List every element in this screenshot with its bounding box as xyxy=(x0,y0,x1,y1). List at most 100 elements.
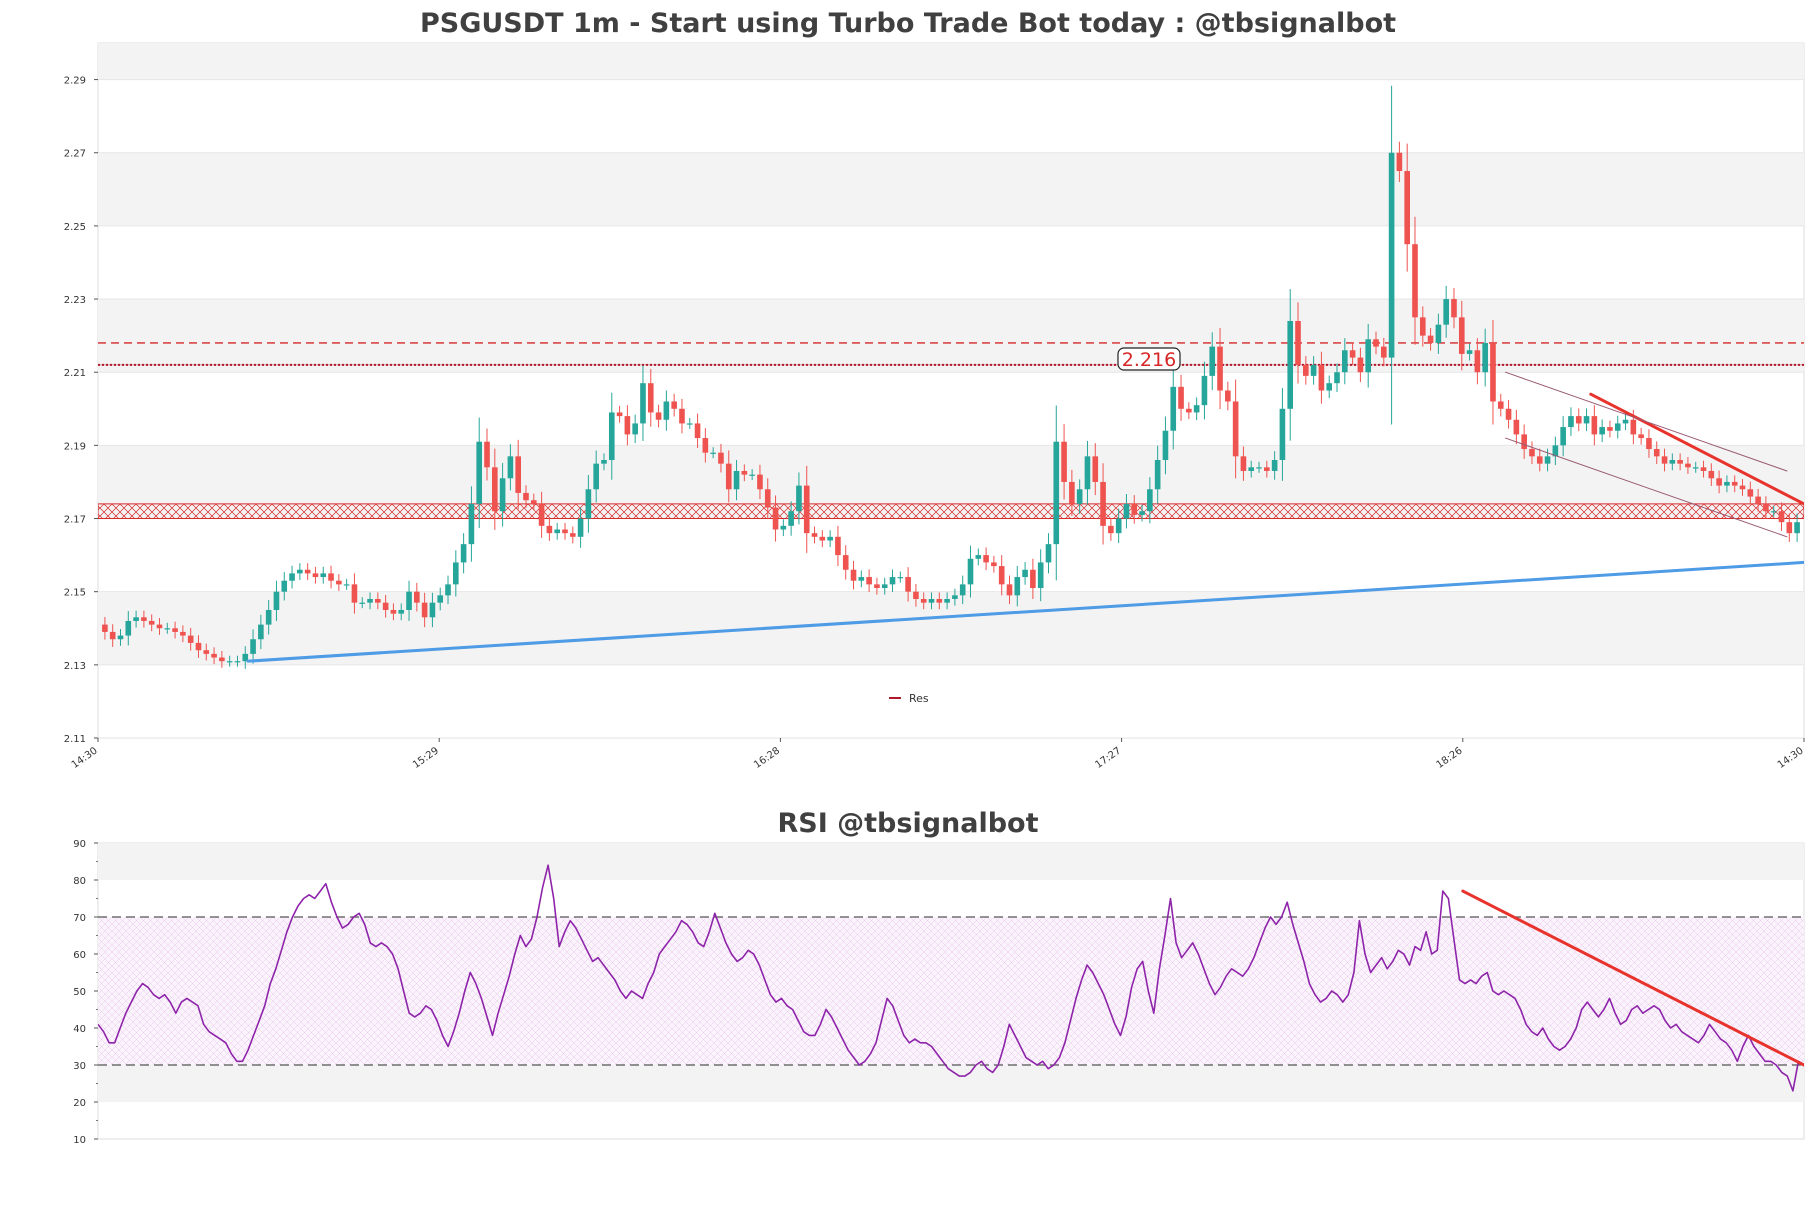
candle-body xyxy=(1225,390,1231,402)
candle-body xyxy=(203,650,210,654)
candle-body xyxy=(1217,346,1223,391)
candle-body xyxy=(1505,408,1512,420)
candle-body xyxy=(640,383,646,424)
candle-body xyxy=(414,591,420,603)
candle-body xyxy=(445,584,451,596)
price-label-text: 2.216 xyxy=(1122,349,1176,371)
candle-body xyxy=(725,463,732,490)
candle-body xyxy=(679,408,685,424)
candle-body xyxy=(1435,324,1442,343)
candle-body xyxy=(1482,342,1488,373)
candle-body xyxy=(593,463,599,490)
candle-body xyxy=(390,609,397,614)
candle-body xyxy=(1427,335,1434,343)
y-tick-label: 2.25 xyxy=(64,222,86,233)
candle-body xyxy=(718,452,724,464)
grid-band xyxy=(98,43,1804,80)
candle-body xyxy=(297,569,303,574)
candle-body xyxy=(336,580,342,585)
candle-body xyxy=(1287,321,1294,409)
candle-body xyxy=(702,438,709,453)
candle-body xyxy=(686,423,693,425)
rsi-trendline xyxy=(1461,889,1804,1067)
candle-body xyxy=(1388,152,1395,358)
candle-body xyxy=(546,525,553,534)
support-trendline xyxy=(246,560,1804,663)
candle-body xyxy=(1014,577,1021,596)
candle-body xyxy=(164,628,171,630)
candle-body xyxy=(117,635,124,640)
candle-body xyxy=(1513,419,1520,435)
candle-body xyxy=(1529,449,1535,457)
candle-body xyxy=(1747,489,1754,497)
candle-body xyxy=(788,511,794,526)
candle-body xyxy=(1685,463,1691,468)
candle-body xyxy=(952,595,958,599)
candle-body xyxy=(180,631,186,636)
candle-body xyxy=(1544,456,1551,464)
candle-body xyxy=(1076,489,1083,504)
candle-body xyxy=(1739,485,1746,490)
candle-body xyxy=(429,602,436,618)
candle-body xyxy=(601,460,607,464)
candle-body xyxy=(811,533,818,537)
candle-body xyxy=(1380,346,1387,358)
candle-body xyxy=(936,599,943,603)
candle-body xyxy=(569,533,576,537)
candle-body xyxy=(1646,438,1652,450)
candle-body xyxy=(406,591,412,610)
candle-body xyxy=(1178,386,1184,409)
candle-body xyxy=(359,602,366,604)
y-tick-label: 2.19 xyxy=(64,441,86,452)
candle-body xyxy=(967,558,974,585)
candle-body xyxy=(827,536,833,541)
candle-body xyxy=(663,401,670,420)
candle-body xyxy=(437,595,444,603)
candle-body xyxy=(523,492,529,501)
candle-body xyxy=(109,631,116,640)
candle-body xyxy=(1591,416,1598,435)
candle-body xyxy=(1763,503,1769,512)
candle-body xyxy=(842,555,849,570)
candle-body xyxy=(453,562,459,585)
candle-body xyxy=(375,599,381,603)
candle-body xyxy=(1123,503,1130,519)
y-tick-label: 2.29 xyxy=(64,76,86,87)
candle-body xyxy=(281,580,288,592)
candle-body xyxy=(655,412,662,420)
candle-body xyxy=(1349,350,1356,358)
candle-body xyxy=(1521,434,1527,450)
candle-body xyxy=(289,573,295,581)
candle-body xyxy=(585,489,592,519)
rsi-band-hatch xyxy=(98,917,1804,1065)
candle-body xyxy=(975,555,982,559)
candle-body xyxy=(1310,364,1317,376)
candle-body xyxy=(492,467,498,512)
candle-body xyxy=(328,573,334,581)
candle-body xyxy=(1575,416,1582,424)
candle-body xyxy=(1458,317,1465,354)
candle-body xyxy=(1568,416,1574,428)
candle-body xyxy=(1474,350,1481,373)
candle-body xyxy=(1731,481,1738,486)
candle-body xyxy=(351,584,358,603)
candle-body xyxy=(1653,449,1660,457)
price-label: 2.216 xyxy=(1117,347,1181,371)
candle-body xyxy=(367,599,373,603)
candle-body xyxy=(1100,481,1106,526)
candle-body xyxy=(991,562,997,567)
candle-body xyxy=(959,584,966,596)
candle-body xyxy=(998,566,1005,585)
legend: Res xyxy=(889,692,929,705)
rsi-y-tick-label: 20 xyxy=(73,1098,86,1109)
candle-body xyxy=(1692,467,1699,469)
candle-body xyxy=(1342,350,1348,373)
candle-body xyxy=(741,470,748,475)
candle-body xyxy=(499,478,506,512)
candle-body xyxy=(616,412,623,417)
x-tick-label: 14:30 xyxy=(70,745,100,771)
candle-body xyxy=(1412,244,1418,318)
grid-band xyxy=(98,299,1804,373)
candle-body xyxy=(1560,427,1566,446)
candle-body xyxy=(1373,339,1379,347)
